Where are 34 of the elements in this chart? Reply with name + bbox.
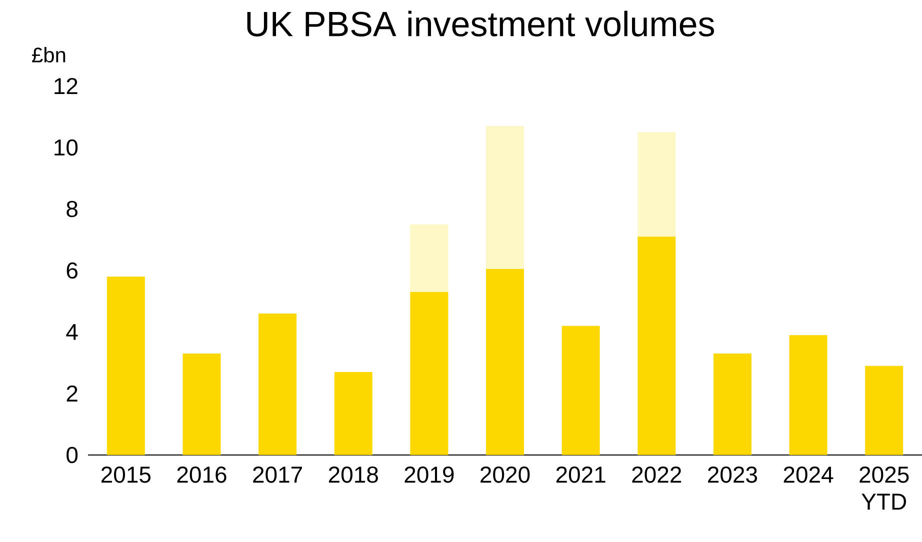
x-tick-label: 2015 — [101, 466, 151, 483]
bar — [789, 335, 828, 455]
x-tick-label: 2016 — [177, 466, 226, 483]
x-tick-label: 2023 — [708, 466, 758, 483]
x-tick-label: 2019 — [404, 466, 454, 483]
bar — [334, 372, 372, 455]
y-tick-label: 2 — [66, 385, 78, 402]
y-tick-label: 0 — [66, 446, 78, 464]
bar — [638, 236, 676, 455]
bar — [865, 366, 904, 455]
bar — [258, 314, 297, 455]
bar — [410, 224, 448, 292]
x-tick-label: 2021 — [556, 466, 606, 483]
bar — [562, 326, 600, 455]
x-tick-label: 2017 — [253, 466, 302, 483]
y-tick-label: 12 — [54, 78, 78, 94]
bar — [410, 292, 448, 455]
y-axis-title: £bn — [32, 47, 66, 62]
x-tick-label: 2025 YTD — [860, 466, 909, 510]
x-tick-label: 2024 — [784, 466, 834, 483]
y-tick-label: 8 — [66, 200, 78, 218]
bar — [713, 354, 752, 455]
bar — [106, 276, 145, 455]
y-tick-label: 6 — [66, 262, 78, 279]
x-tick-label: 2022 — [632, 466, 682, 483]
bar — [486, 126, 524, 269]
bar — [638, 132, 676, 237]
chart-title: UK PBSA investment volumes — [247, 10, 714, 36]
x-tick-label: 2018 — [328, 466, 378, 483]
bar — [486, 268, 524, 455]
bar — [182, 354, 221, 455]
x-tick-label: 2020 — [480, 466, 530, 483]
y-tick-label: 4 — [66, 324, 78, 340]
y-tick-label: 10 — [54, 139, 78, 156]
